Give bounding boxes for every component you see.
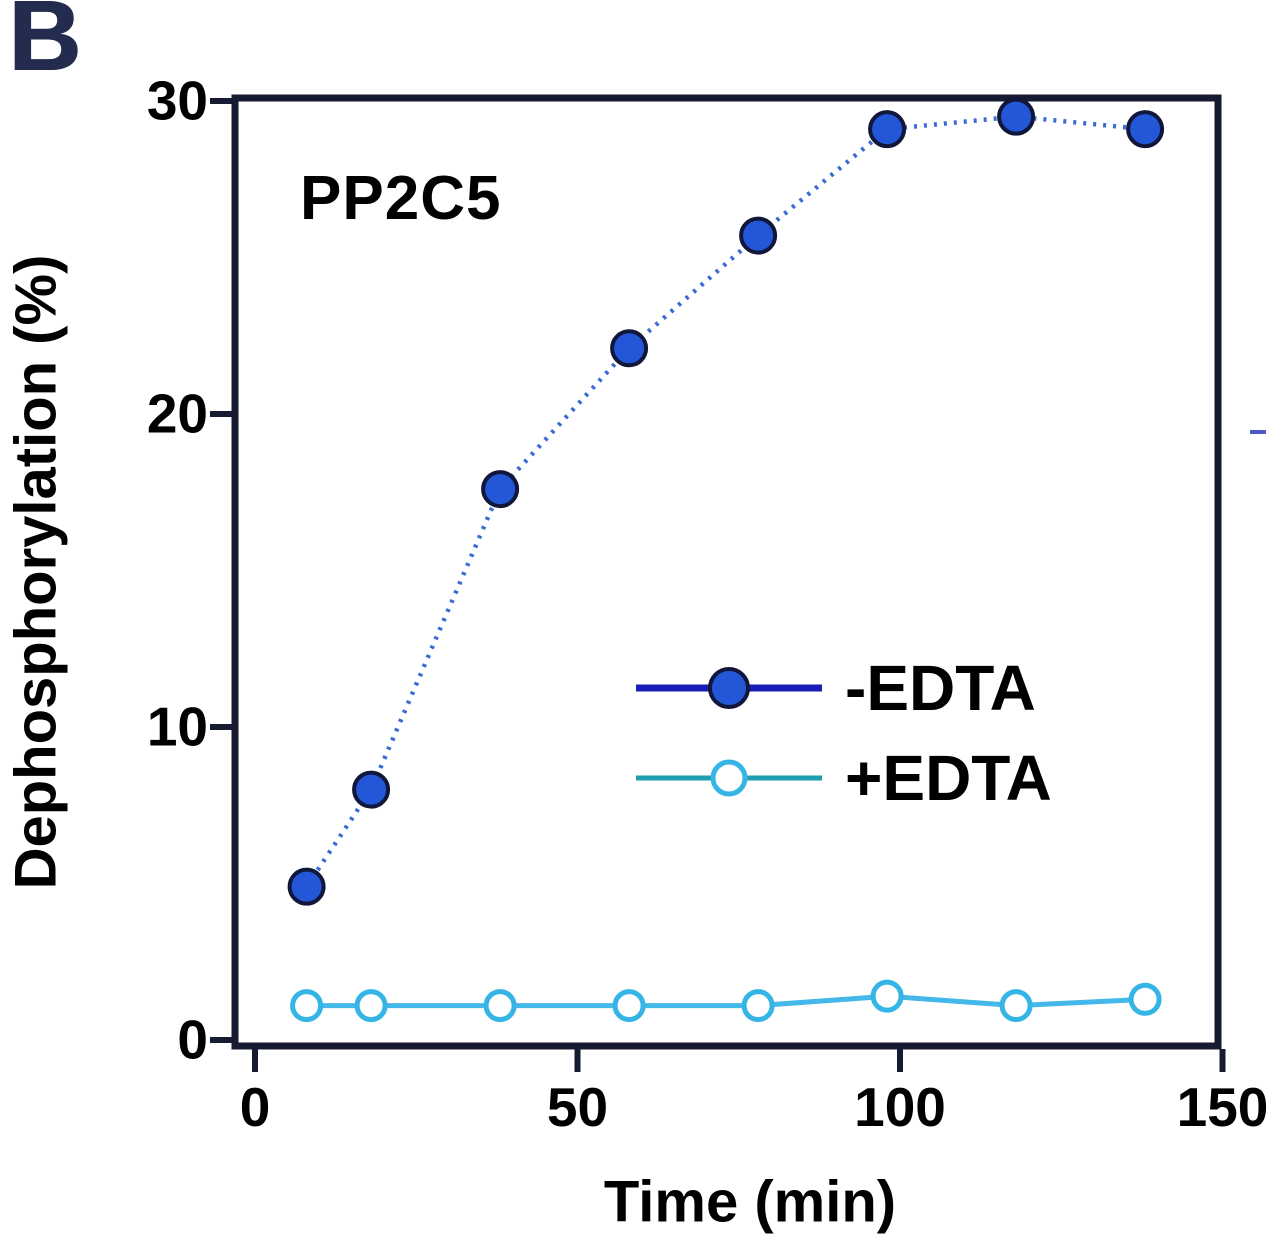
y-tick-label: 0: [177, 1008, 208, 1071]
data-point-plus-edta: [483, 989, 517, 1023]
data-point-minus-edta: [997, 97, 1036, 136]
y-tick-label: 10: [146, 695, 208, 758]
x-axis-label: Time (min): [603, 1169, 897, 1235]
chart-title: PP2C5: [300, 164, 502, 233]
data-point-plus-edta: [870, 979, 904, 1013]
data-point-plus-edta: [999, 989, 1033, 1023]
x-tick-label: 100: [854, 1076, 946, 1138]
series-line-minus-edta: [304, 114, 1146, 888]
plot-frame: [231, 94, 1222, 1050]
legend-marker-minus-edta: [708, 667, 750, 709]
data-point-plus-edta: [612, 989, 646, 1023]
data-point-minus-edta: [739, 216, 778, 255]
y-tick-label: 30: [146, 69, 208, 132]
data-point-minus-edta: [868, 110, 907, 149]
x-tick-label: 0: [239, 1076, 271, 1138]
series-line-plus-edta: [306, 993, 1146, 1009]
data-point-minus-edta: [287, 867, 326, 906]
legend-label-plus-edta: +EDTA: [845, 742, 1052, 814]
data-point-plus-edta: [290, 989, 324, 1023]
data-point-plus-edta: [741, 989, 775, 1023]
data-point-plus-edta: [354, 989, 388, 1023]
data-point-minus-edta: [352, 770, 391, 809]
y-axis-label: Dephosphorylation (%): [3, 254, 69, 890]
data-point-minus-edta: [481, 470, 520, 509]
x-tick-label: 150: [1176, 1076, 1269, 1138]
legend-marker-plus-edta: [710, 759, 748, 797]
x-tick-label: 50: [546, 1076, 609, 1138]
data-point-minus-edta: [1126, 110, 1165, 149]
data-point-minus-edta: [610, 329, 649, 368]
legend-label-minus-edta: -EDTA: [845, 652, 1036, 724]
panel-label: B: [8, 0, 81, 92]
y-tick-label: 20: [146, 382, 208, 445]
data-point-plus-edta: [1128, 982, 1162, 1016]
